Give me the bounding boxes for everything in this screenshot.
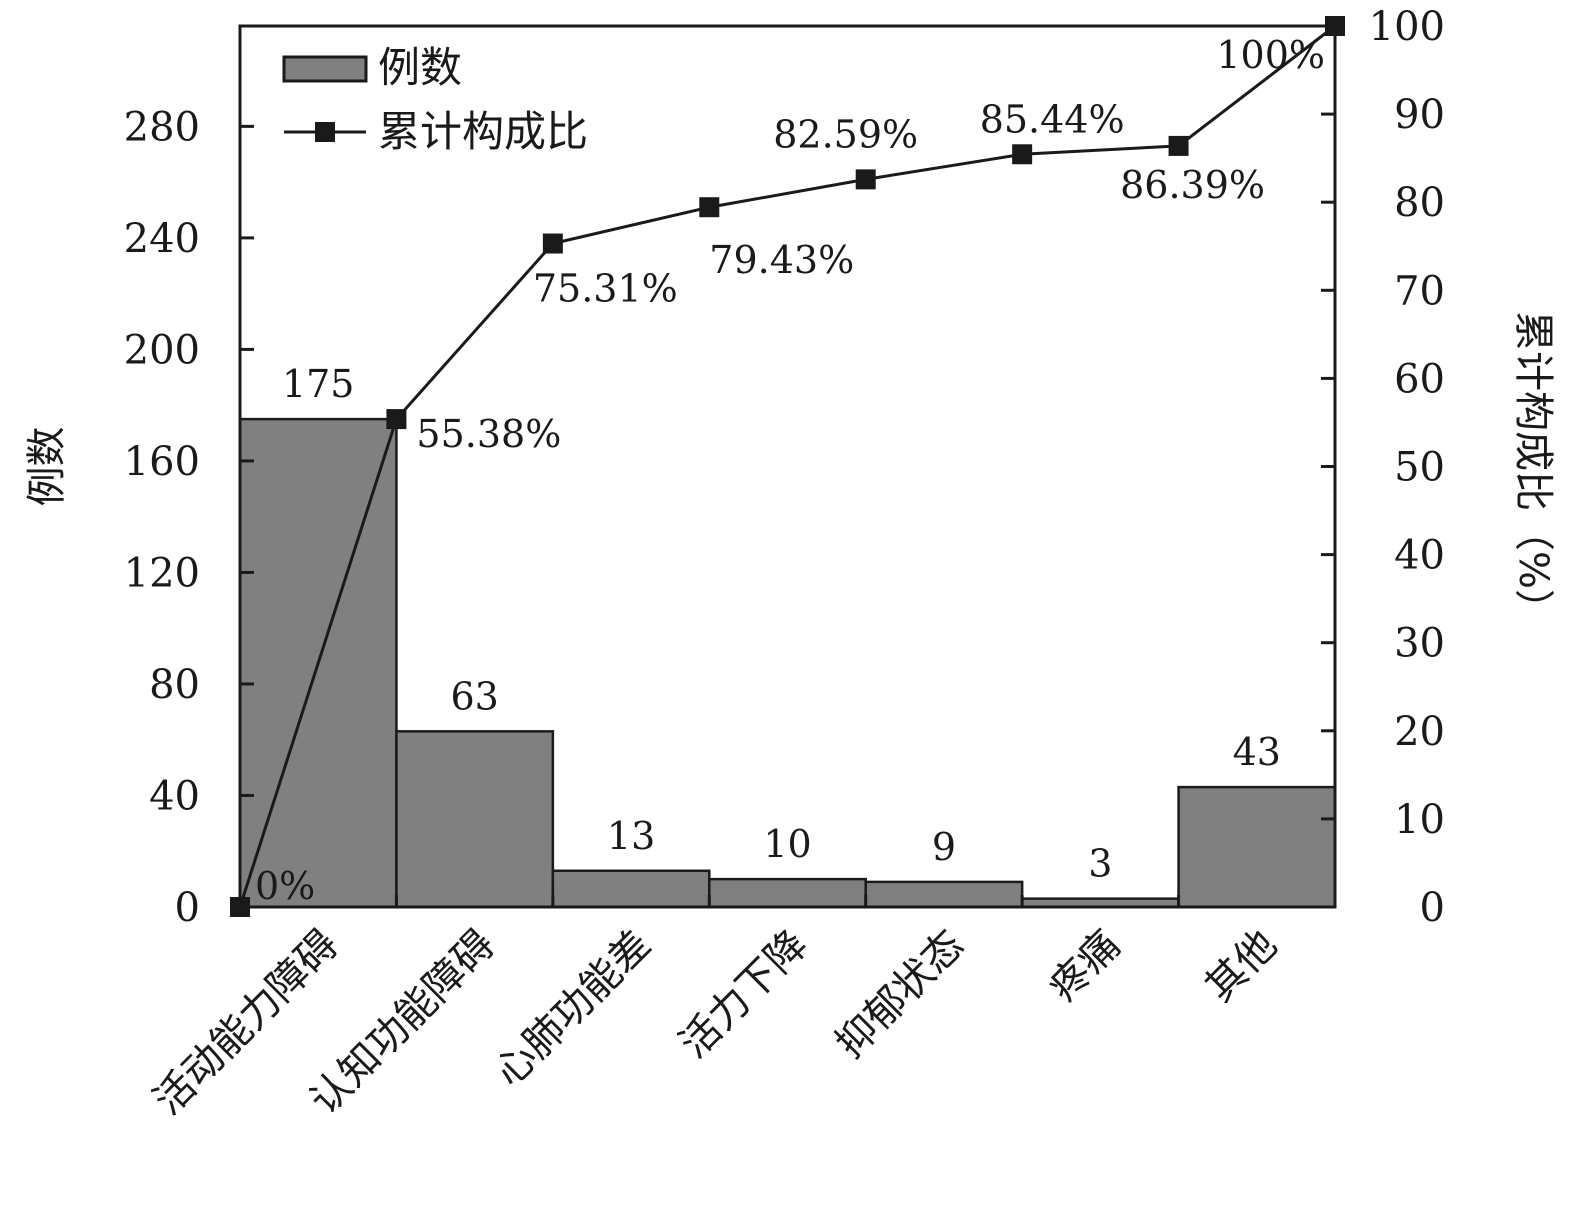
y2-tick-label: 50 <box>1394 445 1445 491</box>
y-tick-label: 200 <box>124 327 200 373</box>
y2-tick-label: 60 <box>1394 356 1445 402</box>
y2-tick-label: 70 <box>1394 268 1445 314</box>
cumulative-line-group <box>230 16 1345 917</box>
category-label: 抑郁状态 <box>827 922 973 1068</box>
y-tick-label: 240 <box>124 216 200 262</box>
cumulative-value-label: 86.39% <box>1120 163 1265 207</box>
bar-value-label: 10 <box>763 822 811 866</box>
cumulative-value-label: 100% <box>1216 33 1325 77</box>
y-axis-label: 例数 <box>24 427 70 507</box>
y-tick-label: 120 <box>124 550 200 596</box>
legend-bar-label: 例数 <box>378 43 462 92</box>
bar-4 <box>864 880 1024 909</box>
bar-labels-group: 175 63 13 10 9 3 43 <box>282 362 1281 886</box>
legend-line-marker <box>315 122 335 142</box>
cumulative-value-label: 0% <box>255 864 315 908</box>
legend-bar-swatch <box>282 55 368 83</box>
bar-value-label: 43 <box>1233 730 1281 774</box>
cumulative-point <box>1168 135 1189 156</box>
bar-value-label: 63 <box>450 674 498 718</box>
cumulative-value-label: 55.38% <box>416 412 561 456</box>
cumulative-point <box>542 233 563 254</box>
category-label: 活力下降 <box>671 922 817 1068</box>
category-label: 其他 <box>1197 922 1286 1011</box>
cumulative-line <box>238 24 1336 908</box>
legend-line-label: 累计构成比 <box>378 107 588 156</box>
bar-value-label: 3 <box>1088 842 1112 886</box>
cumulative-value-label: 85.44% <box>980 97 1125 141</box>
y-tick-label: 160 <box>124 439 200 485</box>
cumulative-value-label: 75.31% <box>533 267 678 311</box>
y-tick-label: 40 <box>149 773 200 819</box>
bar-6 <box>1177 785 1337 909</box>
y2-tick-label: 100 <box>1369 4 1445 50</box>
bar-value-label: 9 <box>932 825 956 869</box>
legend: 例数 累计构成比 <box>282 43 588 156</box>
y2-tick-label: 20 <box>1394 709 1445 755</box>
cumulative-value-label: 82.59% <box>773 112 918 156</box>
bar-1 <box>395 730 555 909</box>
cumulative-point <box>386 409 407 430</box>
cumulative-labels-group: 0% 55.38% 75.31% 79.43% 82.59% 85.44% 86.39% 10… <box>255 33 1325 908</box>
y2-tick-label: 40 <box>1394 533 1445 579</box>
y2-tick-label: 80 <box>1394 180 1445 226</box>
y2-tick-label: 0 <box>1420 885 1445 931</box>
bar-value-label: 175 <box>282 362 355 406</box>
y2-tick-label: 10 <box>1394 797 1445 843</box>
left-axis-ticks: 0 40 80 120 160 200 240 280 <box>124 104 254 931</box>
cumulative-point <box>855 169 876 190</box>
bar-2 <box>551 869 711 909</box>
y-tick-label: 80 <box>149 662 200 708</box>
y-tick-label: 280 <box>124 104 200 150</box>
bar-value-label: 13 <box>607 814 655 858</box>
cumulative-point <box>1012 144 1033 165</box>
y-tick-label: 0 <box>175 885 200 931</box>
category-label: 疼痛 <box>1040 922 1129 1011</box>
right-axis-ticks: 0 10 20 30 40 50 60 70 80 90 100 <box>1321 4 1445 931</box>
cumulative-value-label: 79.43% <box>709 238 854 282</box>
bar-3 <box>708 877 867 909</box>
y2-tick-label: 90 <box>1394 92 1445 138</box>
y2-tick-label: 30 <box>1394 621 1445 667</box>
cumulative-point <box>699 197 720 218</box>
category-label: 心肺功能差 <box>486 922 660 1096</box>
y2-axis-label: 累计构成比（%） <box>1510 311 1556 629</box>
